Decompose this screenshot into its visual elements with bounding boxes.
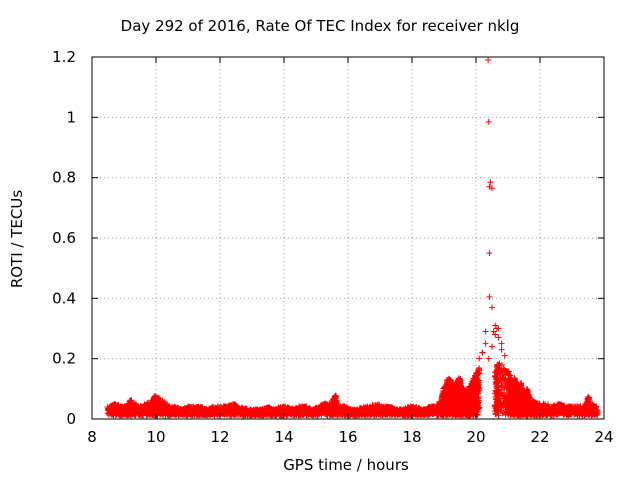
data-point (495, 334, 502, 341)
grid-lines (92, 57, 604, 419)
data-point (486, 293, 493, 300)
data-point (489, 304, 495, 311)
data-point (490, 328, 497, 335)
data-point (492, 322, 499, 329)
data-point (492, 331, 499, 338)
data-point (485, 355, 492, 362)
data-point (482, 340, 489, 347)
data-point (489, 343, 495, 350)
data-point (498, 340, 505, 347)
data-point (487, 179, 494, 186)
data-point (493, 325, 500, 332)
data-point (498, 346, 505, 353)
data-point (489, 185, 495, 192)
data-point (485, 118, 492, 125)
data-point (485, 57, 492, 64)
data-point (486, 250, 493, 257)
data-point (479, 349, 486, 356)
data-points (104, 57, 601, 419)
data-point (501, 352, 508, 359)
data-point (476, 355, 483, 362)
data-point (482, 328, 489, 335)
